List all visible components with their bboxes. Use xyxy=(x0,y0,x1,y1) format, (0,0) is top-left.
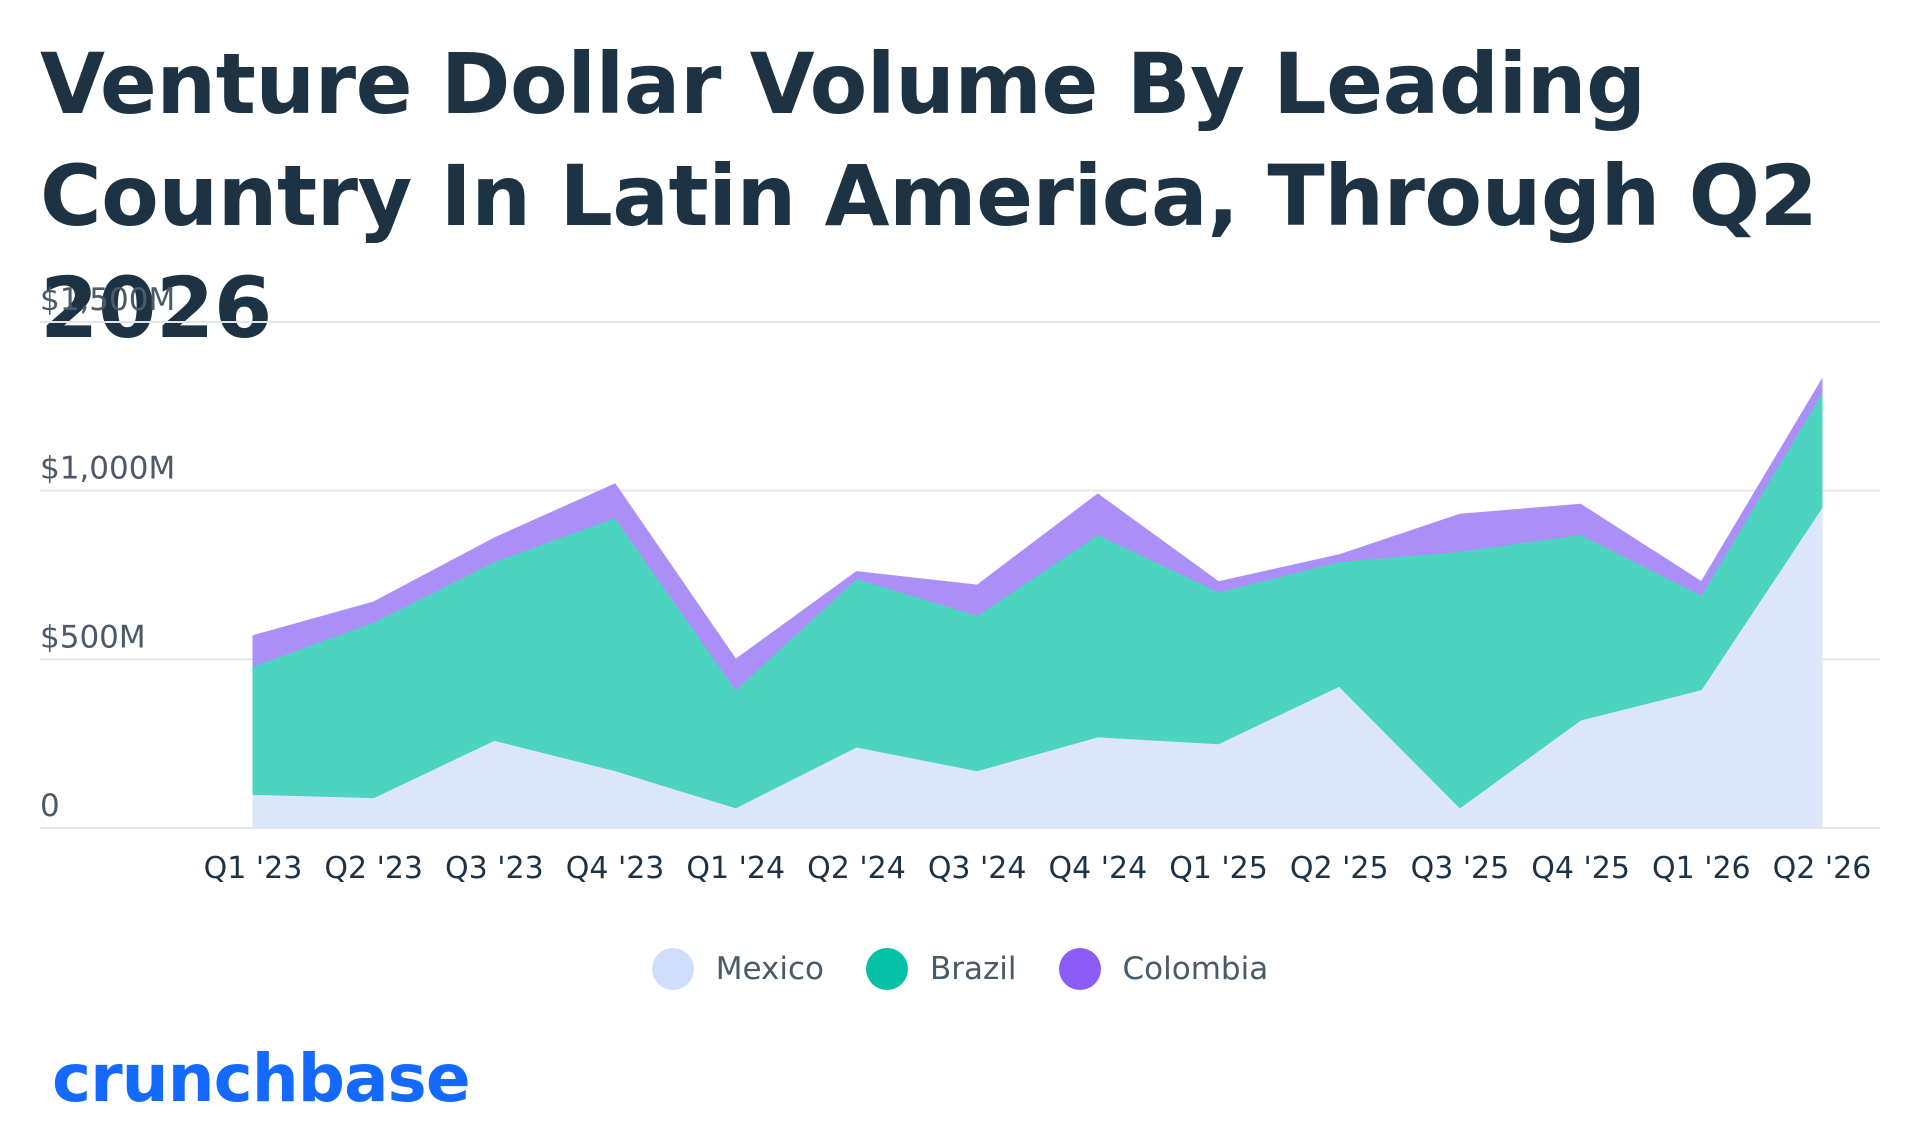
x-tick-label-q3-25: Q3 '25 xyxy=(1411,851,1510,886)
legend-item-brazil: Brazil xyxy=(866,948,1017,990)
legend-label-brazil: Brazil xyxy=(930,951,1017,987)
y-tick-label-1-500m: $1,500M xyxy=(40,282,175,318)
legend-item-mexico: Mexico xyxy=(651,948,825,990)
legend-label-mexico: Mexico xyxy=(715,951,825,987)
crunchbase-logo: crunchbase xyxy=(52,1040,471,1117)
x-tick-label-q1-24: Q1 '24 xyxy=(686,851,785,886)
x-tick-label-q2-25: Q2 '25 xyxy=(1290,851,1389,886)
x-tick-label-q4-23: Q4 '23 xyxy=(566,851,665,886)
x-tick-label-q1-25: Q1 '25 xyxy=(1169,851,1268,886)
x-tick-label-q1-23: Q1 '23 xyxy=(204,851,303,886)
x-tick-label-q4-25: Q4 '25 xyxy=(1531,851,1630,886)
stacked-areas xyxy=(252,377,1823,829)
legend-label-colombia: Colombia xyxy=(1122,951,1269,987)
x-tick-label-q1-26: Q1 '26 xyxy=(1652,851,1751,886)
x-tick-label-q2-23: Q2 '23 xyxy=(324,851,423,886)
y-tick-label-500m: $500M xyxy=(40,619,146,655)
x-tick-label-q2-24: Q2 '24 xyxy=(807,851,906,886)
chart-title: Venture Dollar Volume By Leading Country… xyxy=(40,35,1818,357)
legend-swatch-colombia xyxy=(1058,948,1101,990)
area-colombia xyxy=(252,377,1823,691)
y-tick-label-1-000m: $1,000M xyxy=(40,451,175,487)
x-axis-tick-labels: Q1 '23 Q2 '23 Q3 '23 Q4 '23 Q1 '24 Q2 '24 Q3 '… xyxy=(204,851,1872,886)
x-tick-label-q4-24: Q4 '24 xyxy=(1049,851,1148,886)
y-tick-label-0: 0 xyxy=(40,788,60,824)
legend-item-colombia: Colombia xyxy=(1058,948,1269,990)
legend-swatch-mexico xyxy=(651,948,694,990)
legend: Mexico Brazil Colombia xyxy=(0,948,1920,990)
x-tick-label-q3-23: Q3 '23 xyxy=(445,851,544,886)
legend-swatch-brazil xyxy=(866,948,909,990)
x-tick-label-q3-24: Q3 '24 xyxy=(928,851,1027,886)
y-axis-tick-labels: 0 $500M $1,000M $1,500M xyxy=(40,282,175,824)
x-tick-label-q2-26: Q2 '26 xyxy=(1773,851,1872,886)
